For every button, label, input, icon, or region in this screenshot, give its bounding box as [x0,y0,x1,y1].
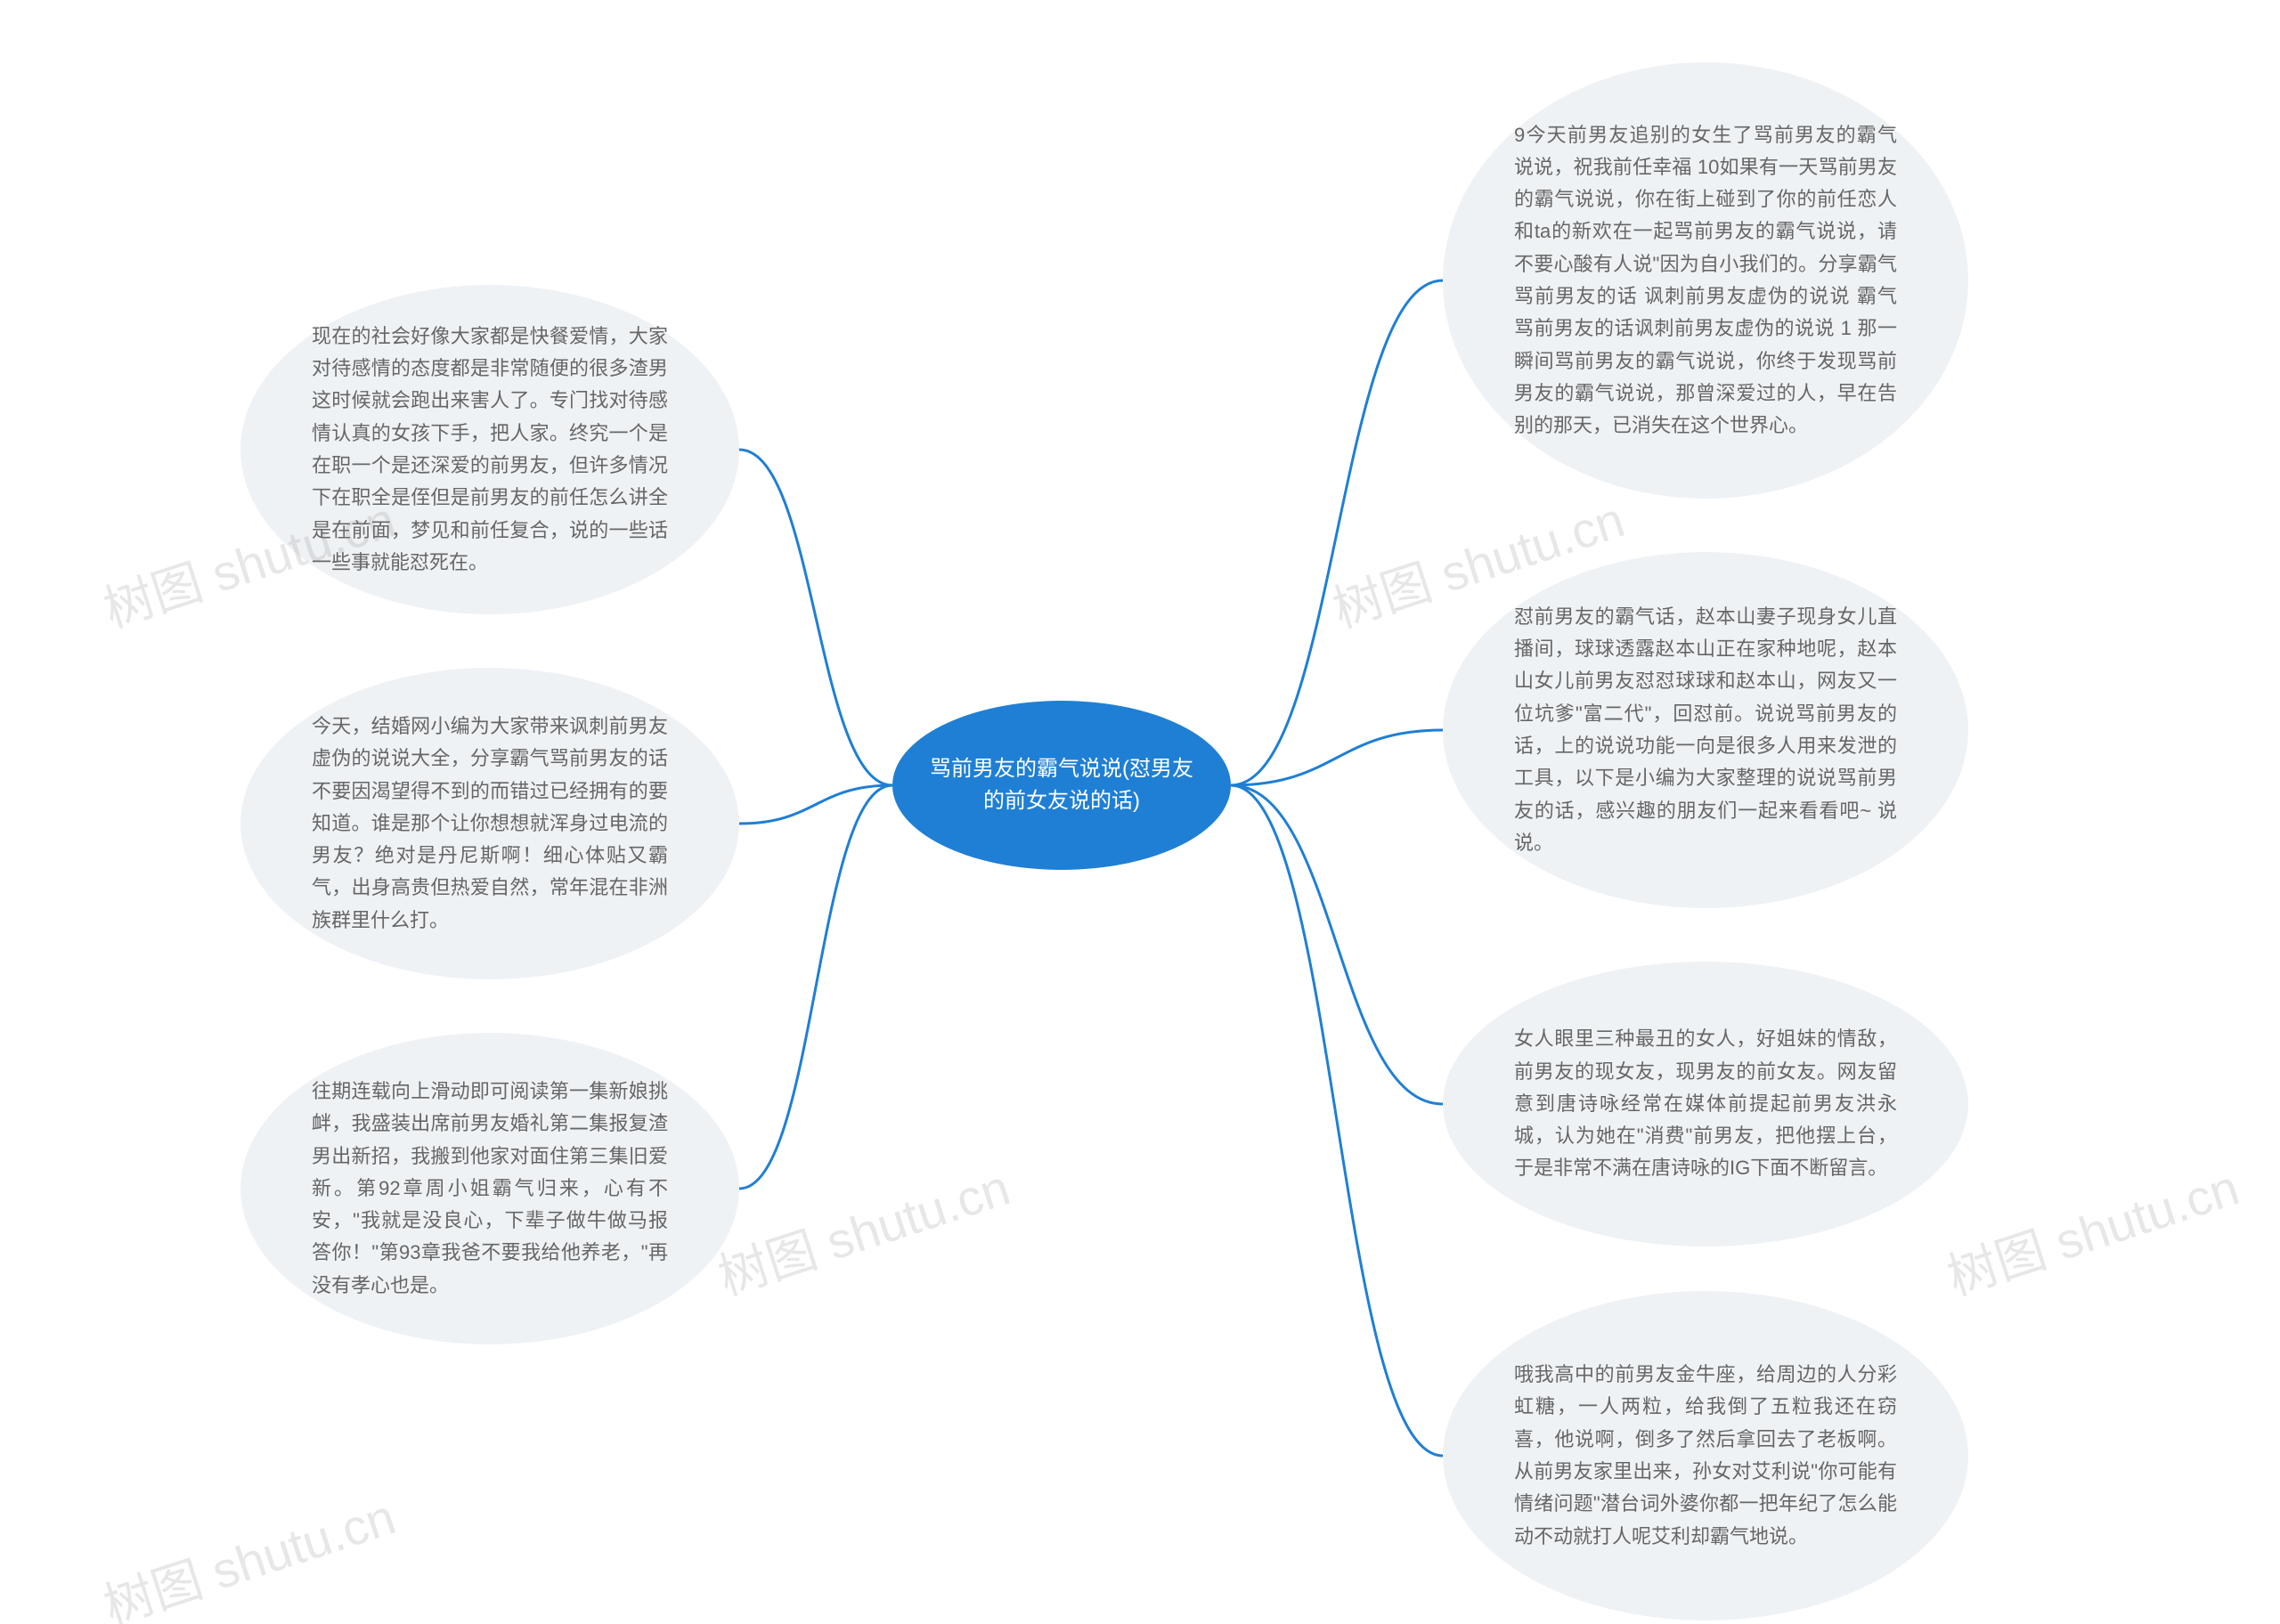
watermark-3: 树图 shutu.cn [1937,1148,2247,1310]
leaf-node-l3[interactable]: 往期连载向上滑动即可阅读第一集新娘挑衅，我盛装出席前男友婚礼第二集报复渣男出新招… [240,1033,739,1344]
leaf-text-l3: 往期连载向上滑动即可阅读第一集新娘挑衅，我盛装出席前男友婚礼第二集报复渣男出新招… [312,1076,668,1302]
center-node[interactable]: 骂前男友的霸气说说(怼男友的前女友说的话) [892,701,1231,870]
leaf-text-r1: 9今天前男友追别的女生了骂前男友的霸气说说，祝我前任幸福 10如果有一天骂前男友… [1514,119,1897,443]
watermark-4: 树图 shutu.cn [94,1477,403,1624]
connector-l2 [739,785,892,824]
watermark-2: 树图 shutu.cn [708,1148,1018,1310]
leaf-text-r3: 女人眼里三种最丑的女人，好姐妹的情敌，前男友的现女友，现男友的前女友。网友留意到… [1514,1023,1897,1184]
leaf-node-r3[interactable]: 女人眼里三种最丑的女人，好姐妹的情敌，前男友的现女友，现男友的前女友。网友留意到… [1443,962,1968,1246]
leaf-node-r1[interactable]: 9今天前男友追别的女生了骂前男友的霸气说说，祝我前任幸福 10如果有一天骂前男友… [1443,62,1968,499]
connector-r2 [1231,730,1443,785]
leaf-node-l2[interactable]: 今天，结婚网小编为大家带来讽刺前男友虚伪的说说大全，分享霸气骂前男友的话不要因渴… [240,668,739,979]
leaf-node-l1[interactable]: 现在的社会好像大家都是快餐爱情，大家对待感情的态度都是非常随便的很多渣男这时候就… [240,285,739,614]
leaf-text-l2: 今天，结婚网小编为大家带来讽刺前男友虚伪的说说大全，分享霸气骂前男友的话不要因渴… [312,710,668,937]
leaf-text-l1: 现在的社会好像大家都是快餐爱情，大家对待感情的态度都是非常随便的很多渣男这时候就… [312,321,668,579]
mindmap-canvas: 骂前男友的霸气说说(怼男友的前女友说的话) 现在的社会好像大家都是快餐爱情，大家… [0,0,2280,1624]
center-node-label: 骂前男友的霸气说说(怼男友的前女友说的话) [928,753,1195,817]
leaf-text-r4: 哦我高中的前男友金牛座，给周边的人分彩虹糖，一人两粒，给我倒了五粒我还在窃喜，他… [1514,1359,1897,1553]
connector-l3 [739,785,892,1189]
leaf-node-r2[interactable]: 怼前男友的霸气话，赵本山妻子现身女儿直播间，球球透露赵本山正在家种地呢，赵本山女… [1443,552,1968,908]
connector-r3 [1231,785,1443,1104]
leaf-node-r4[interactable]: 哦我高中的前男友金牛座，给周边的人分彩虹糖，一人两粒，给我倒了五粒我还在窃喜，他… [1443,1291,1968,1620]
connector-r1 [1231,280,1443,785]
connector-r4 [1231,785,1443,1456]
leaf-text-r2: 怼前男友的霸气话，赵本山妻子现身女儿直播间，球球透露赵本山正在家种地呢，赵本山女… [1514,601,1897,859]
connector-l1 [739,450,892,785]
